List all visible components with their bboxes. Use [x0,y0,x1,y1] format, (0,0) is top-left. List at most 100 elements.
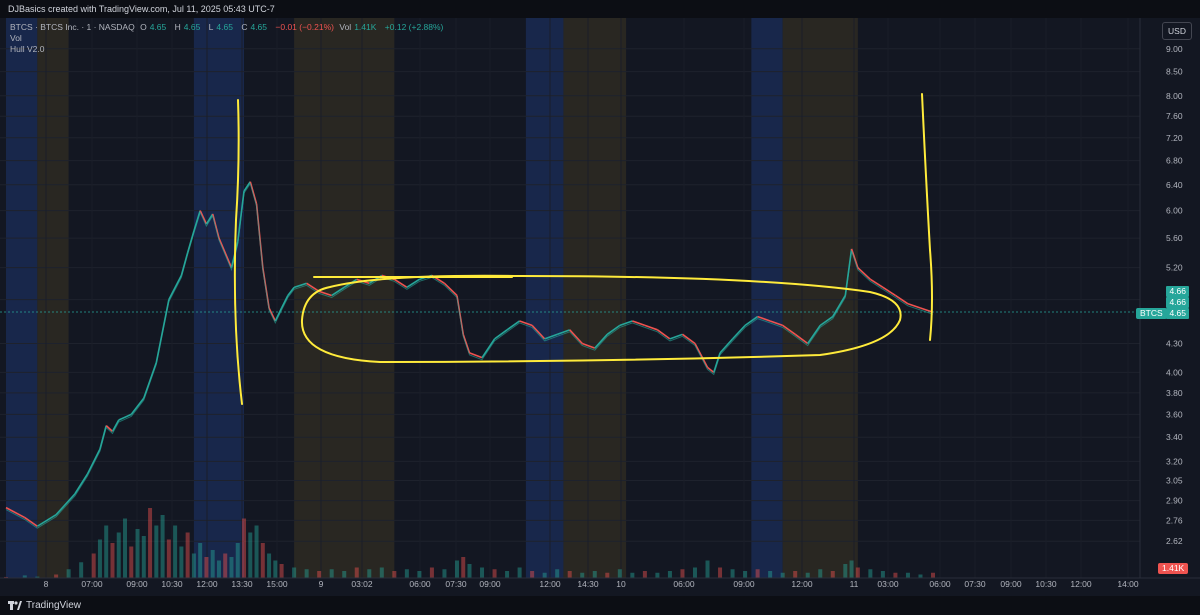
volume-bar [630,572,635,578]
volume-bar [22,575,27,578]
time-tick-label: 09:00 [733,579,755,589]
price-segment [656,329,671,340]
legend-symbol[interactable]: BTCS · BTCS Inc. · 1 · NASDAQ [10,22,135,32]
volume-bar [680,569,685,578]
price-segment [556,329,570,336]
volume-bar [104,525,109,578]
time-axis[interactable]: 8 07:00 09:00 10:30 12:00 13:30 15:00 9 03:02 06:… [44,579,1139,589]
price-segment [287,286,295,296]
low-label: L [208,22,214,32]
price-segment [130,397,145,415]
price-segment [531,324,546,340]
price-tick-label: 5.20 [1166,263,1183,273]
volume-bar [35,576,40,578]
session-band-7 [782,18,858,578]
price-segment [118,413,132,421]
vol-change: +0.12 (+2.88%) [384,22,444,32]
price-axis[interactable]: 9.00 8.50 8.00 7.60 7.20 6.80 6.40 6.00 5.60 5.20… [1166,44,1183,546]
price-segment [644,324,658,331]
price-segment [205,213,214,225]
volume-bar [505,571,510,578]
price-tick-label: 7.60 [1166,111,1183,121]
volume-bar [160,515,165,578]
volume-bar [905,572,910,578]
volume-bar [818,569,823,578]
time-tick-label: 12:00 [791,579,813,589]
price-tick-label: 7.20 [1166,133,1183,143]
price-tag-3: 4.65 [1166,308,1189,319]
price-segment [519,320,533,327]
session-band-6 [751,18,783,578]
price-segment [719,338,734,354]
price-tick-label: 3.60 [1166,409,1183,419]
price-segment [707,366,715,373]
volume-bar [242,518,247,578]
volume-bar [79,562,84,578]
footer-bar [0,596,1200,615]
volume-bar [442,569,447,578]
price-tick-label: 2.62 [1166,536,1183,546]
volume-bar [843,564,848,578]
volume-bar [780,572,785,578]
high-value: 4.65 [183,22,201,32]
volume-bar [166,539,171,578]
volume-bar [429,567,434,578]
time-tick-label: 14:30 [577,579,599,589]
currency-button[interactable]: USD [1162,22,1192,40]
price-segment [5,506,26,519]
volume-bar [210,550,215,578]
annotation-line-right [921,93,933,341]
indicator-hull[interactable]: Hull V2.0 [10,44,45,54]
price-segment [74,473,89,495]
time-tick-label: 06:00 [409,579,431,589]
tradingview-logo-icon [8,601,22,610]
volume-bar [580,572,585,578]
volume-bar [655,572,660,578]
volume-bar [185,532,190,578]
time-tick-label: 07:30 [445,579,467,589]
price-segment [694,343,709,368]
volume-bar [467,564,472,578]
time-tick-label: 12:00 [196,579,218,589]
price-segment [807,324,821,344]
volume-bar [918,574,923,578]
volume-bar [855,567,860,578]
price-segment [857,267,871,280]
price-segment [494,329,508,340]
time-tick-label: 13:30 [231,579,253,589]
session-band-4 [525,18,564,578]
price-segment [268,307,277,322]
indicator-volume[interactable]: Vol [10,33,22,43]
price-tag-2: 4.66 [1166,297,1189,308]
price-tick-label: 3.40 [1166,432,1183,442]
volume-bar [54,574,59,578]
volume-bar [367,569,372,578]
volume-bar [617,569,622,578]
price-segment [882,286,896,297]
time-tick-label: 10:30 [1035,579,1057,589]
price-segment [306,282,320,293]
volume-bar [229,557,234,578]
price-segment [462,334,471,354]
price-segment [393,278,408,289]
price-tick-label: 2.90 [1166,496,1183,506]
volume-bar [204,557,209,578]
time-tick-label: 15:00 [266,579,288,589]
time-tick-label: 09:00 [479,579,501,589]
volume-bar [66,569,71,578]
volume-bar [718,567,723,578]
price-segment [832,295,846,317]
price-tick-label: 5.60 [1166,233,1183,243]
volume-bar [667,571,672,578]
legend-main-row: BTCS · BTCS Inc. · 1 · NASDAQ O 4.65 H 4.6… [10,22,446,33]
volume-bar [805,572,810,578]
volume-bar [461,557,466,578]
price-segment [506,320,521,331]
volume-bar [254,525,259,578]
tradingview-brand[interactable]: TradingView [8,600,81,611]
price-segment [293,282,307,289]
price-segment [406,278,420,289]
volume-bar [91,553,96,578]
price-chart[interactable]: 9.00 8.50 8.00 7.60 7.20 6.80 6.40 6.00 5.60 5.20… [0,18,1200,596]
volume-bar [793,571,798,578]
